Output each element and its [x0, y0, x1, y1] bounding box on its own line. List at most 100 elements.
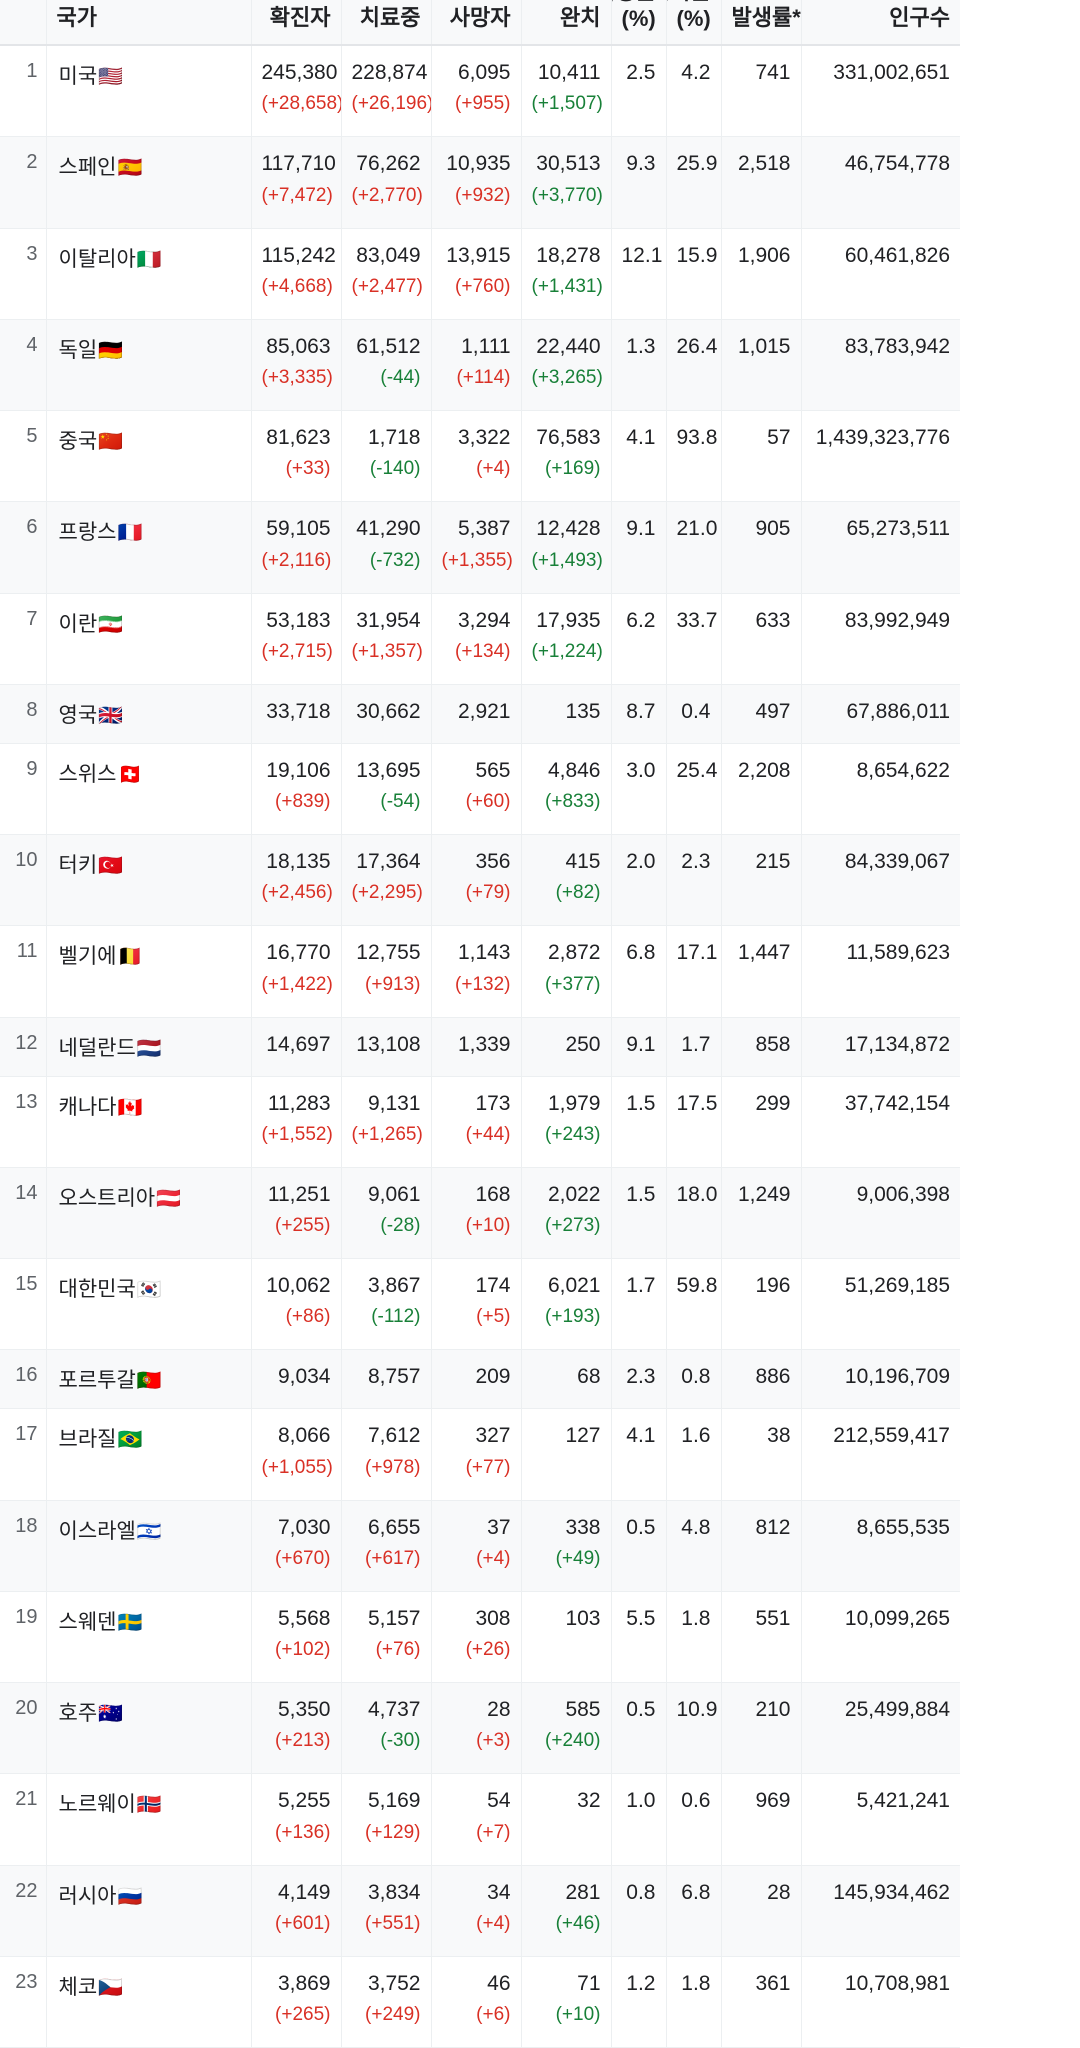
table-row[interactable]: 22 러시아🇷🇺 4,149 (+601) 3,834 (+551) 34 (+4) 281 (+… — [0, 1865, 960, 1957]
active-cell-value: 17,364 — [356, 850, 421, 873]
table-row[interactable]: 21 노르웨이🇳🇴 5,255 (+136) 5,169 (+129) 54 (+7) 32 1… — [0, 1773, 960, 1866]
country-name-cell[interactable]: 미국🇺🇸 — [46, 45, 252, 138]
country-name-cell[interactable]: 브라질🇧🇷 — [46, 1408, 252, 1501]
confirmed-cell-delta: (+7,472) — [261, 184, 333, 206]
column-header-confirmed[interactable]: 확진자 — [251, 0, 342, 46]
fatality-rate-cell: 12.1 — [611, 228, 667, 320]
recovered-cell: 22,440 (+3,265) — [521, 319, 612, 412]
country-flag-icon: 🇨🇳 — [98, 431, 124, 453]
active-cell-delta: (+249) — [365, 2004, 421, 2025]
column-header-recovered[interactable]: 완치 — [521, 0, 612, 46]
country-name-cell[interactable]: 네덜란드🇳🇱 — [46, 1017, 252, 1077]
table-row[interactable]: 14 오스트리아🇦🇹 11,251 (+255) 9,061 (-28) 168 (+10) 2… — [0, 1167, 960, 1260]
country-name-cell[interactable]: 영국🇬🇧 — [46, 684, 252, 744]
table-row[interactable]: 16 포르투갈🇵🇹 9,034 8,757 209 68 2.3 0.8 886 10,196,7… — [0, 1349, 960, 1410]
recovery-rate-cell-value: 33.7 — [676, 608, 718, 632]
column-header-active[interactable]: 치료중 — [341, 0, 432, 46]
fatality-rate-cell: 9.3 — [611, 136, 667, 229]
table-row[interactable]: 8 영국🇬🇧 33,718 30,662 2,921 135 8.7 0.4 497 67,886… — [0, 684, 960, 744]
country-name-cell[interactable]: 오스트리아🇦🇹 — [46, 1167, 252, 1260]
table-row[interactable]: 19 스웨덴🇸🇪 5,568 (+102) 5,157 (+76) 308 (+26) 103 … — [0, 1591, 960, 1684]
column-header-rank[interactable] — [0, 0, 47, 46]
table-row[interactable]: 11 벨기에🇧🇪 16,770 (+1,422) 12,755 (+913) 1,143 (+… — [0, 925, 960, 1018]
incidence-cell: 969 — [721, 1773, 802, 1866]
country-name-cell[interactable]: 이탈리아🇮🇹 — [46, 228, 252, 320]
column-header-incidence[interactable]: 발생률* — [721, 0, 802, 46]
table-row[interactable]: 7 이란🇮🇷 53,183 (+2,715) 31,954 (+1,357) 3,294 (+… — [0, 593, 960, 685]
confirmed-cell: 14,697 — [251, 1017, 342, 1077]
table-row[interactable]: 15 대한민국🇰🇷 10,062 (+86) 3,867 (-112) 174 (+5) 6,0… — [0, 1258, 960, 1351]
country-flag-icon: 🇬🇧 — [98, 704, 124, 727]
row-rank: 17 — [0, 1408, 47, 1501]
table-row[interactable]: 9 스위스🇨🇭 19,106 (+839) 13,695 (-54) 565 (+60) 4,8… — [0, 743, 960, 836]
country-name-cell[interactable]: 이란🇮🇷 — [46, 593, 252, 685]
table-row[interactable]: 1 미국🇺🇸 245,380 (+28,658) 228,874 (+26,196) 6,0… — [0, 45, 960, 138]
country-flag-icon: 🇸🇪 — [117, 1611, 143, 1634]
population-cell: 83,783,942 — [801, 319, 960, 412]
country-label: 러시아 — [58, 1884, 117, 1908]
active-cell-delta: (-28) — [380, 1215, 421, 1236]
country-name-cell[interactable]: 중국🇨🇳 — [46, 410, 252, 503]
recovered-cell: 68 — [521, 1349, 612, 1410]
population-cell-value: 17,134,872 — [844, 1032, 950, 1056]
row-rank: 15 — [0, 1258, 47, 1351]
active-cell-value: 6,655 — [367, 1515, 421, 1539]
country-name-cell[interactable]: 독일🇩🇪 — [46, 319, 252, 412]
country-name-cell[interactable]: 이스라엘🇮🇱 — [46, 1500, 252, 1592]
recovered-cell-delta — [532, 1815, 601, 1851]
table-row[interactable]: 12 네덜란드🇳🇱 14,697 13,108 1,339 250 9.1 1.7 858 17,… — [0, 1017, 960, 1077]
fatality-rate-cell-value: 9.3 — [626, 152, 656, 176]
column-header-population[interactable]: 인구수 — [801, 0, 960, 46]
fatality-rate-cell-value: 0.5 — [626, 1515, 656, 1539]
deaths-cell: 1,143 (+132) — [431, 925, 522, 1018]
table-row[interactable]: 4 독일🇩🇪 85,063 (+3,335) 61,512 (-44) 1,111 (+114… — [0, 319, 960, 412]
table-row[interactable]: 5 중국🇨🇳 81,623 (+33) 1,718 (-140) 3,322 (+4) 76,5… — [0, 410, 960, 503]
confirmed-cell-delta: (+2,456) — [261, 882, 333, 904]
table-row[interactable]: 17 브라질🇧🇷 8,066 (+1,055) 7,612 (+978) 327 (+77) 1… — [0, 1408, 960, 1501]
country-flag-icon: 🇮🇷 — [98, 613, 124, 636]
recovered-cell-delta: (+273) — [545, 1215, 601, 1236]
incidence-cell: 28 — [721, 1865, 802, 1957]
confirmed-cell-value: 245,380 — [261, 61, 338, 84]
country-name-cell[interactable]: 프랑스🇫🇷 — [46, 501, 252, 594]
column-header-country[interactable]: 국가 — [46, 0, 252, 46]
incidence-cell: 299 — [721, 1076, 802, 1168]
table-row[interactable]: 10 터키🇹🇷 18,135 (+2,456) 17,364 (+2,295) 356 (+7… — [0, 834, 960, 927]
country-name-cell[interactable]: 벨기에🇧🇪 — [46, 925, 252, 1018]
country-name-cell[interactable]: 러시아🇷🇺 — [46, 1865, 252, 1957]
active-cell-delta: (+2,770) — [351, 184, 423, 206]
recovered-cell: 585 (+240) — [521, 1682, 612, 1775]
column-header-deaths[interactable]: 사망자 — [431, 0, 522, 46]
country-name-cell[interactable]: 호주🇦🇺 — [46, 1682, 252, 1775]
table-row[interactable]: 6 프랑스🇫🇷 59,105 (+2,116) 41,290 (-732) 5,387 (+1… — [0, 501, 960, 594]
table-row[interactable]: 20 호주🇦🇺 5,350 (+213) 4,737 (-30) 28 (+3) 585 (+24… — [0, 1682, 960, 1775]
table-row[interactable]: 18 이스라엘🇮🇱 7,030 (+670) 6,655 (+617) 37 (+4) 338(… — [0, 1500, 960, 1592]
deaths-cell-delta: (+60) — [465, 791, 511, 812]
incidence-cell: 38 — [721, 1408, 802, 1501]
population-cell: 1,439,323,776 — [801, 410, 960, 503]
active-cell-delta: (+1,357) — [351, 640, 423, 662]
confirmed-cell-delta: (+102) — [275, 1639, 331, 1660]
population-cell: 84,339,067 — [801, 834, 960, 927]
confirmed-cell-value: 11,283 — [267, 1091, 331, 1115]
confirmed-cell-delta: (+213) — [275, 1730, 331, 1752]
country-name-cell[interactable]: 대한민국🇰🇷 — [46, 1258, 252, 1351]
confirmed-cell: 9,034 — [251, 1349, 342, 1410]
population-cell-value: 67,886,011 — [846, 699, 950, 723]
active-cell-value: 5,169 — [367, 1789, 421, 1813]
country-name-cell[interactable]: 스웨덴🇸🇪 — [46, 1591, 252, 1684]
country-name-cell[interactable]: 터키🇹🇷 — [46, 834, 252, 927]
recovery-rate-unit: (%) — [676, 6, 711, 31]
column-header-fatality-rate[interactable]: 치명률 (%) — [611, 0, 667, 46]
table-row[interactable]: 13 캐나다🇨🇦 11,283 (+1,552) 9,131 (+1,265) 173 (+4… — [0, 1076, 960, 1168]
table-row[interactable]: 2 스페인🇪🇸 117,710 (+7,472) 76,262 (+2,770) 10,93… — [0, 136, 960, 229]
country-name-cell[interactable]: 포르투갈🇵🇹 — [46, 1349, 252, 1410]
confirmed-cell: 5,568 (+102) — [251, 1591, 342, 1684]
country-name-cell[interactable]: 스위스🇨🇭 — [46, 743, 252, 836]
country-name-cell[interactable]: 캐나다🇨🇦 — [46, 1076, 252, 1168]
population-cell-value: 5,421,241 — [856, 1789, 950, 1813]
country-name-cell[interactable]: 스페인🇪🇸 — [46, 136, 252, 229]
column-header-recovery-rate[interactable]: 완치율 (%) — [666, 0, 722, 46]
table-row[interactable]: 3 이탈리아🇮🇹 115,242 (+4,668) 83,049 (+2,477) 13,9… — [0, 228, 960, 320]
country-name-cell[interactable]: 노르웨이🇳🇴 — [46, 1773, 252, 1866]
